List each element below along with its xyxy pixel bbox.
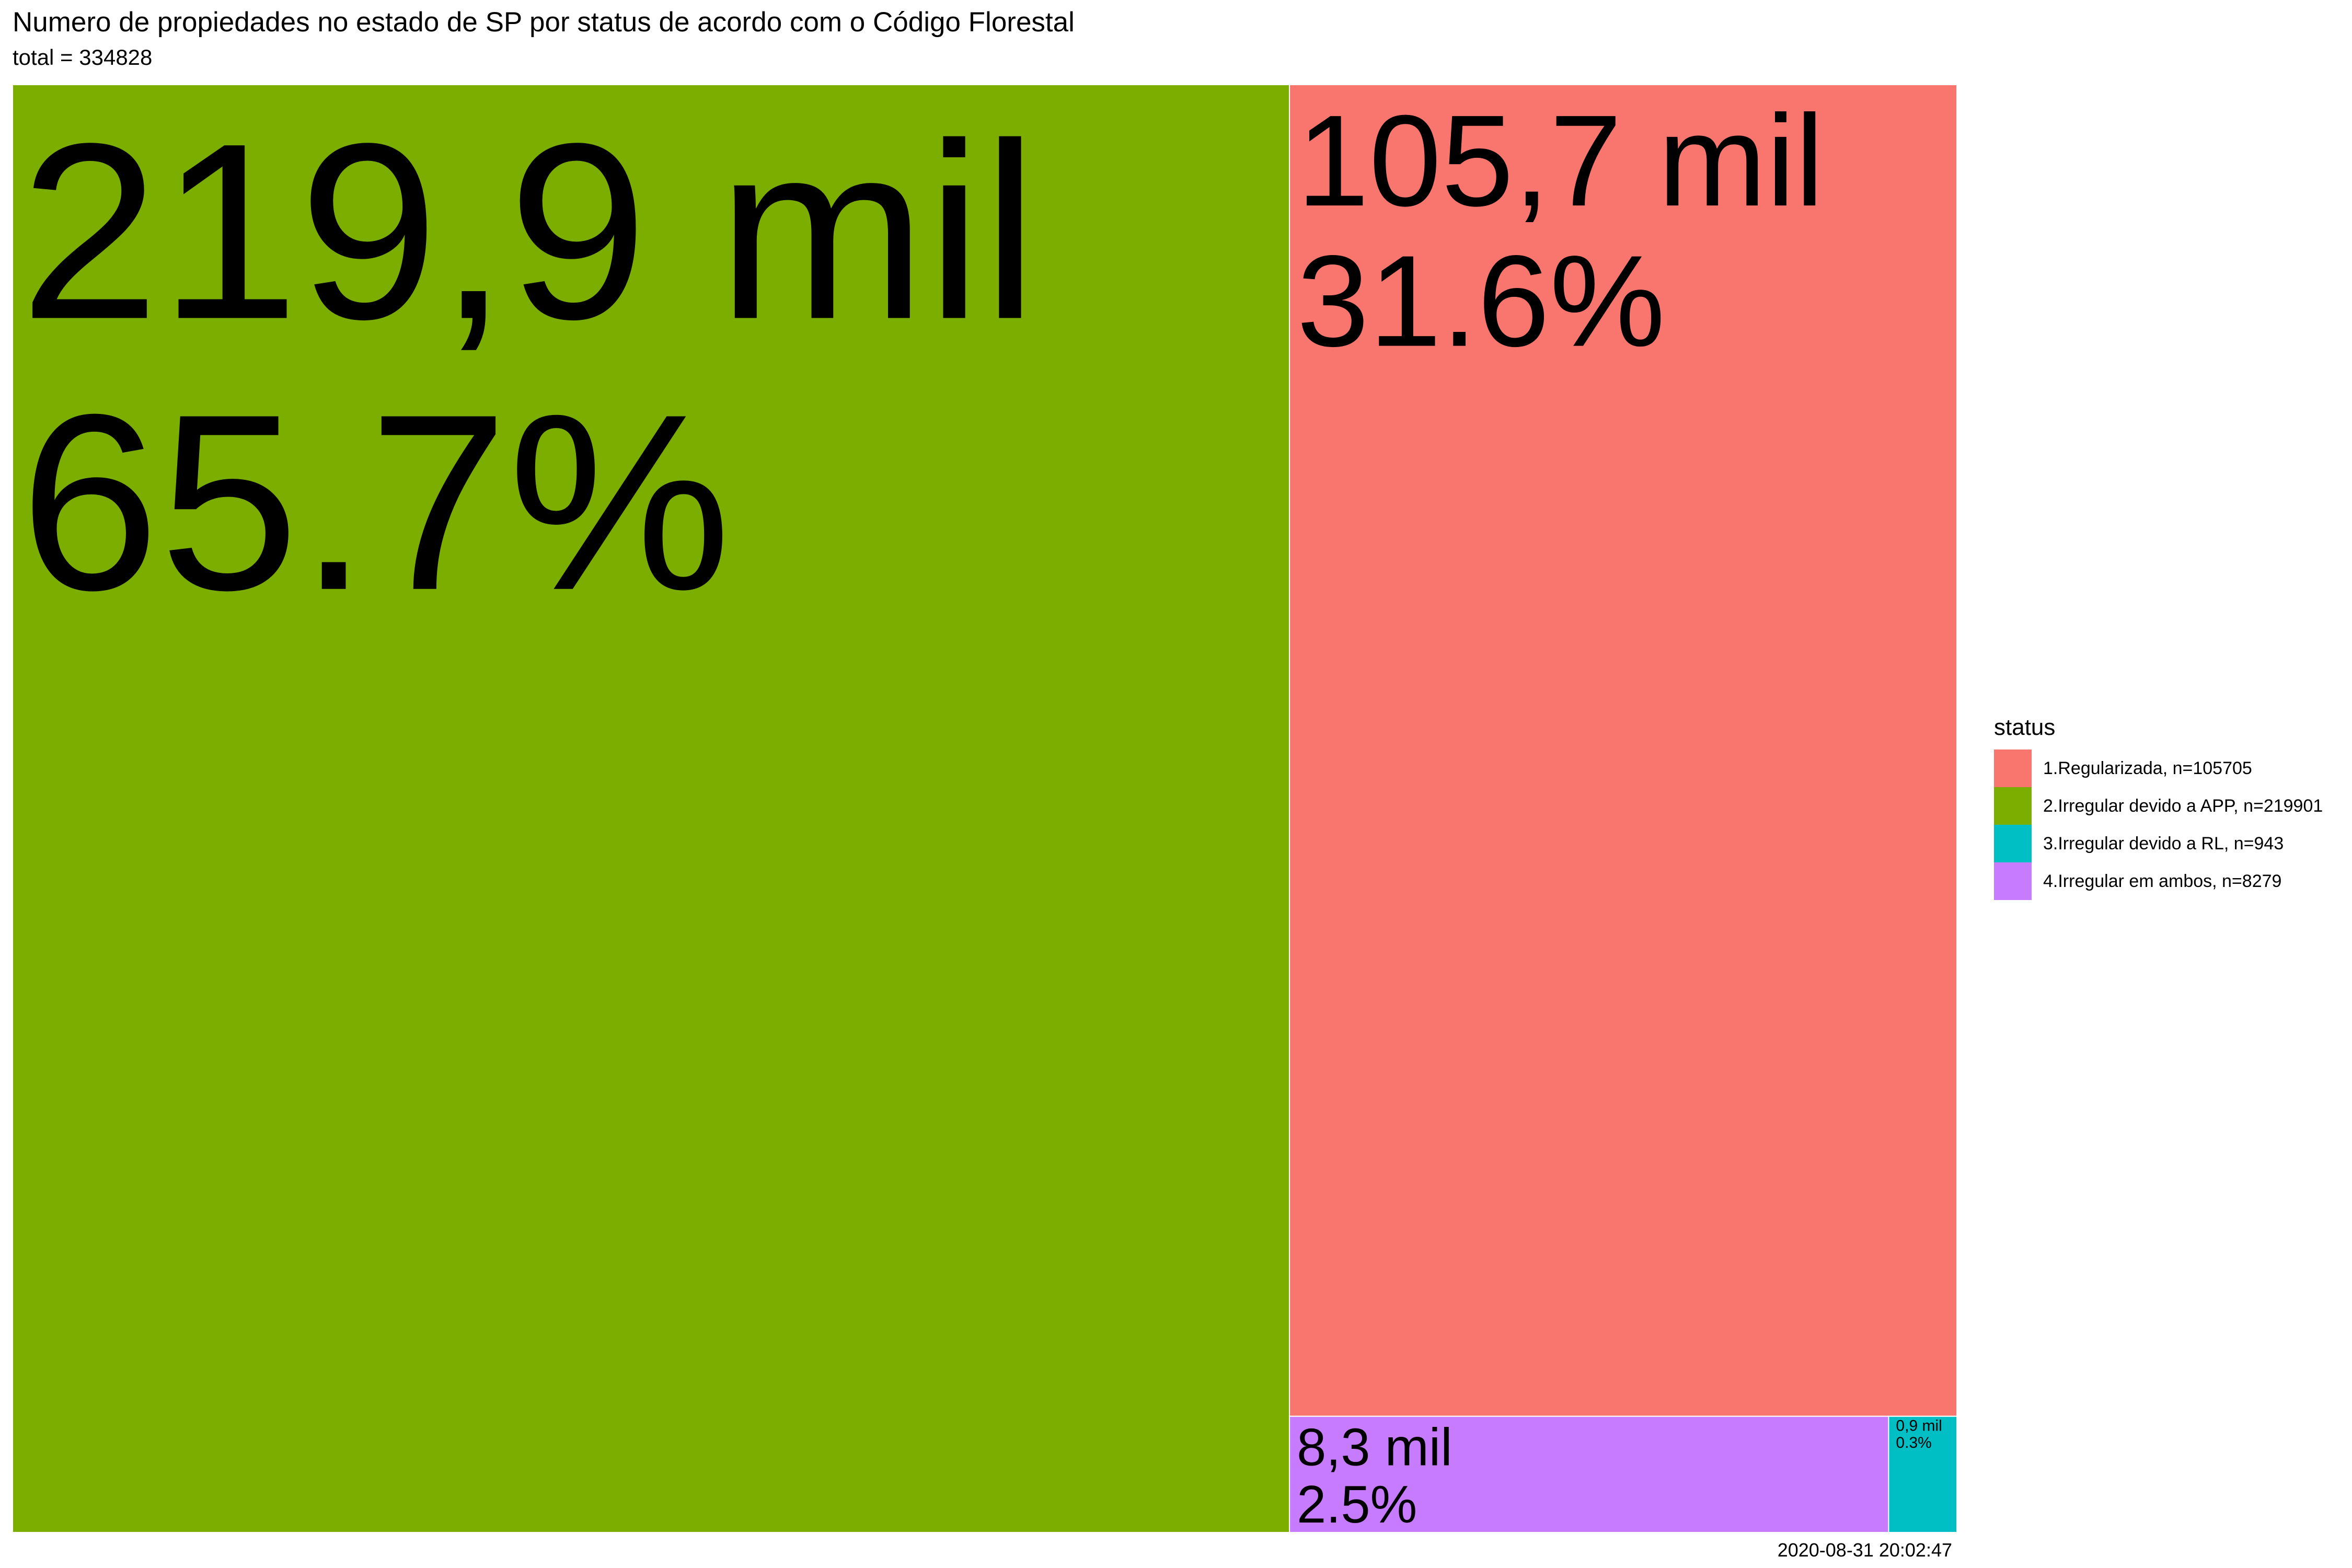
legend-swatch [1994, 825, 2032, 862]
legend-label: 1.Regularizada, n=105705 [2043, 758, 2252, 778]
legend-item: 4.Irregular em ambos, n=8279 [1994, 862, 2323, 900]
legend-label: 2.Irregular devido a APP, n=219901 [2043, 795, 2323, 816]
tile-value-label: 8,3 mil [1297, 1419, 1452, 1477]
legend-item: 2.Irregular devido a APP, n=219901 [1994, 787, 2323, 825]
chart-subtitle: total = 334828 [13, 45, 153, 70]
tile-value-label: 105,7 mil [1297, 88, 1824, 233]
legend-swatch [1994, 862, 2032, 900]
legend: status 1.Regularizada, n=105705 2.Irregu… [1994, 712, 2323, 900]
timestamp-caption: 2020-08-31 20:02:47 [1777, 1539, 1952, 1561]
tile-percent-label: 65.7% [20, 362, 731, 642]
chart-title: Numero de propiedades no estado de SP po… [13, 7, 1075, 38]
legend-swatch [1994, 750, 2032, 787]
legend-item: 1.Regularizada, n=105705 [1994, 750, 2323, 787]
treemap-tile-irregular-devido-a-rl [1888, 1415, 1957, 1534]
legend-title: status [1994, 714, 2056, 740]
treemap-tile-irregular-devido-a-app [12, 84, 1290, 1533]
tile-value-label: 219,9 mil [20, 90, 1038, 371]
legend-label: 4.Irregular em ambos, n=8279 [2043, 871, 2282, 891]
tile-percent-label: 31.6% [1297, 228, 1665, 374]
legend-item: 3.Irregular devido a RL, n=943 [1994, 825, 2323, 862]
legend-swatch [1994, 787, 2032, 825]
tile-percent-label: 0.3% [1896, 1434, 1931, 1451]
tile-percent-label: 2.5% [1297, 1475, 1417, 1534]
legend-label: 3.Irregular devido a RL, n=943 [2043, 833, 2284, 854]
treemap-tile-regularizada [1289, 84, 1957, 1417]
tile-value-label: 0,9 mil [1896, 1417, 1942, 1435]
treemap-tile-irregular-em-ambos [1289, 1415, 1889, 1534]
